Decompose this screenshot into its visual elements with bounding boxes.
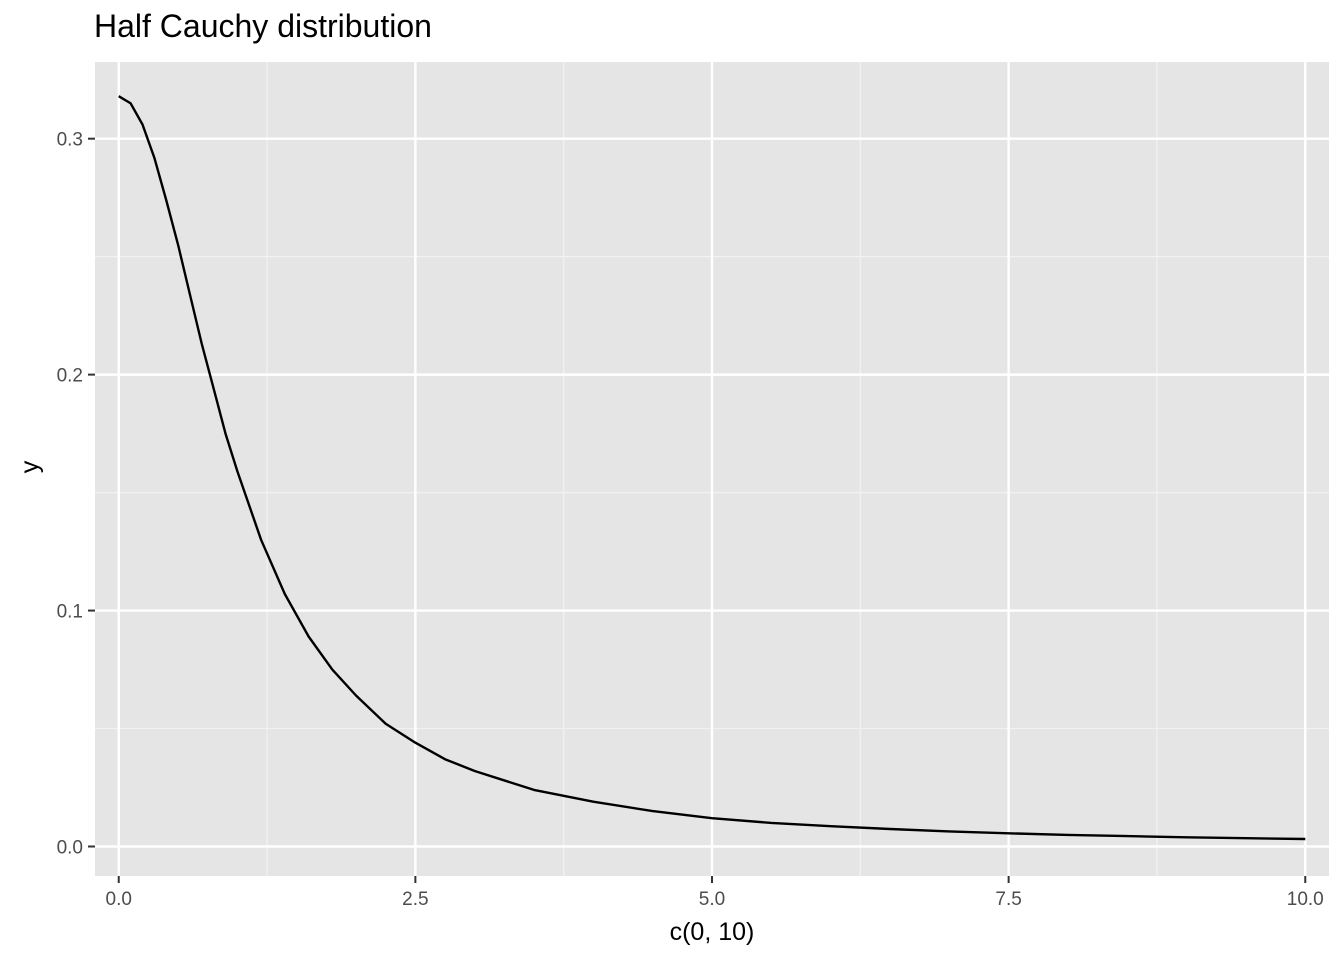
x-tick-label: 2.5 bbox=[402, 889, 428, 910]
major-gridlines bbox=[95, 62, 1329, 876]
y-tick-label: 0.3 bbox=[57, 130, 83, 151]
y-tick-label: 0.2 bbox=[57, 366, 83, 387]
y-tick-label: 0.0 bbox=[57, 838, 83, 859]
axis-ticks bbox=[88, 137, 1307, 883]
x-tick-label: 5.0 bbox=[699, 889, 725, 910]
y-axis-title: y bbox=[16, 460, 44, 473]
series-layer bbox=[118, 95, 1306, 841]
x-tick-label: 0.0 bbox=[106, 889, 132, 910]
y-tick-label: 0.1 bbox=[57, 602, 83, 623]
chart-title: Half Cauchy distribution bbox=[94, 8, 432, 44]
x-tick-label: 10.0 bbox=[1287, 889, 1324, 910]
density-curve bbox=[118, 95, 1306, 841]
tick-labels: 0.0 2.5 5.0 7.5 10.0 0.0 0.1 0.2 0.3 bbox=[57, 130, 1324, 910]
x-axis-title: c(0, 10) bbox=[670, 918, 755, 946]
x-tick-label: 7.5 bbox=[995, 889, 1021, 910]
